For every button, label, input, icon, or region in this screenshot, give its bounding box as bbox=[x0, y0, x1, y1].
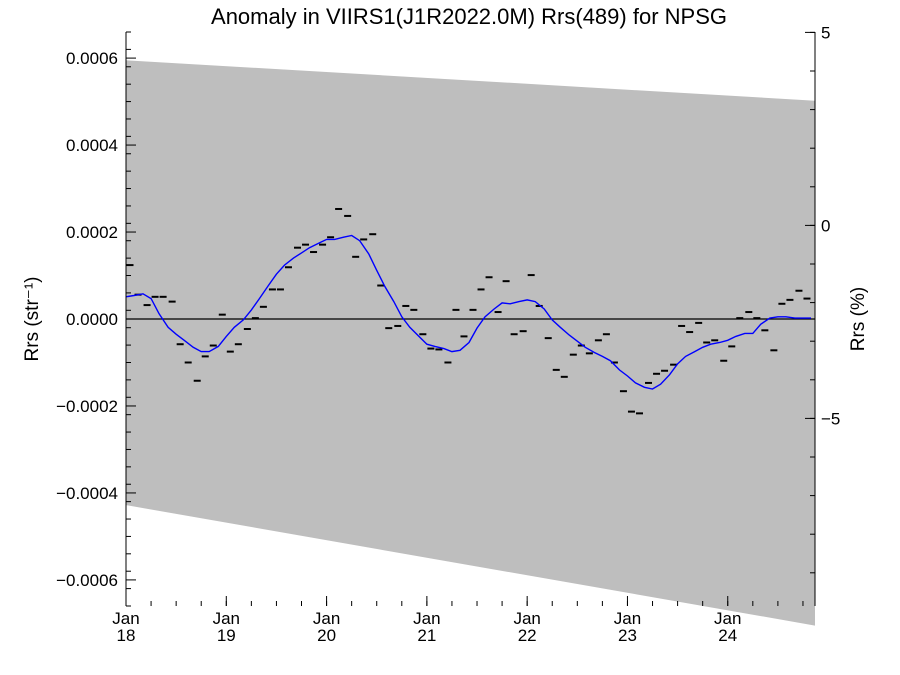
x-tick-label-month: Jan bbox=[112, 609, 139, 628]
series-layer bbox=[125, 207, 811, 415]
x-tick-label-year: 21 bbox=[417, 626, 436, 645]
y-tick-label: −0.0002 bbox=[56, 397, 118, 416]
y2-tick-label: 0 bbox=[821, 216, 830, 235]
x-tick-label-year: 22 bbox=[518, 626, 537, 645]
uncertainty-band bbox=[126, 60, 815, 626]
x-tick-label-month: Jan bbox=[413, 609, 440, 628]
axis-layer: 0.0006 0.0004 0.0002 0.0000 −0.0002 −0.0004 −0… bbox=[56, 23, 840, 645]
uncertainty-band-layer bbox=[126, 60, 815, 626]
y-axis-label-left: Rrs (str⁻¹) bbox=[22, 277, 43, 362]
x-tick-label-month: Jan bbox=[714, 609, 741, 628]
y-tick-label: −0.0006 bbox=[56, 571, 118, 590]
x-tick-label-year: 20 bbox=[317, 626, 336, 645]
x-tick-label-month: Jan bbox=[213, 609, 240, 628]
x-tick-label-month: Jan bbox=[313, 609, 340, 628]
x-tick-label-year: 24 bbox=[718, 626, 737, 645]
y-axis-label-right: Rrs (%) bbox=[848, 287, 869, 351]
x-tick-label-year: 18 bbox=[117, 626, 136, 645]
x-tick-label-month: Jan bbox=[614, 609, 641, 628]
y-tick-label: 0.0000 bbox=[66, 310, 118, 329]
x-tick-label-year: 23 bbox=[618, 626, 637, 645]
x-tick-label-year: 19 bbox=[217, 626, 236, 645]
y-tick-label: 0.0006 bbox=[66, 49, 118, 68]
y-tick-label: 0.0004 bbox=[66, 136, 118, 155]
smoothed-series-line bbox=[125, 234, 811, 390]
y2-tick-label: 5 bbox=[821, 23, 830, 42]
x-tick-label-month: Jan bbox=[513, 609, 540, 628]
y-tick-label: 0.0002 bbox=[66, 223, 118, 242]
y2-tick-label: −5 bbox=[821, 409, 840, 428]
chart-title: Anomaly in VIIRS1(J1R2022.0M) Rrs(489) f… bbox=[211, 4, 727, 29]
y-tick-label: −0.0004 bbox=[56, 484, 118, 503]
